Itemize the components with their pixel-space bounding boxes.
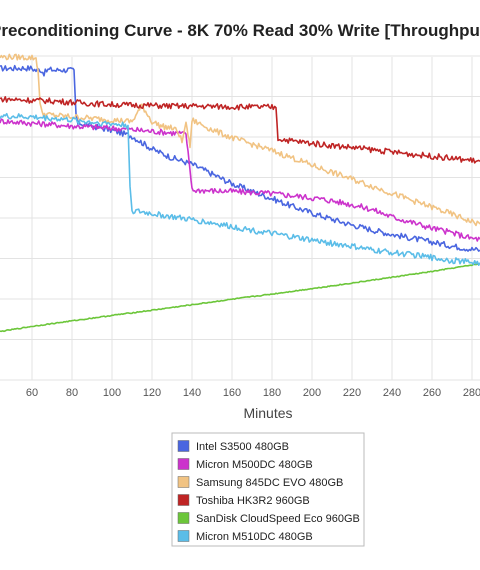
legend-swatch-3 bbox=[177, 494, 190, 506]
x-tick-label-4: 140 bbox=[183, 387, 201, 399]
x-tick-labels: 60 80 100 120 140 160 180 200 220 240 260 280 bbox=[26, 387, 480, 399]
series-line-4 bbox=[0, 262, 480, 333]
x-tick-label-1: 80 bbox=[66, 387, 78, 399]
legend-swatch-5 bbox=[177, 530, 190, 542]
x-tick-label-2: 100 bbox=[103, 387, 121, 399]
x-tick-label-11: 280 bbox=[463, 387, 480, 399]
legend-swatch-4 bbox=[177, 512, 190, 524]
series-lines bbox=[0, 53, 480, 333]
series-line-5 bbox=[0, 112, 480, 267]
legend-label-1: Micron M500DC 480GB bbox=[196, 459, 313, 471]
x-tick-label-6: 180 bbox=[263, 387, 281, 399]
x-tick-label-0: 60 bbox=[26, 387, 38, 399]
x-tick-label-7: 200 bbox=[303, 387, 321, 399]
series-line-2 bbox=[0, 53, 480, 227]
series-line-3 bbox=[0, 96, 480, 164]
series-line-1 bbox=[0, 118, 480, 242]
legend-label-3: Toshiba HK3R2 960GB bbox=[196, 495, 310, 507]
legend-swatch-2 bbox=[177, 476, 190, 488]
x-tick-label-3: 120 bbox=[143, 387, 161, 399]
legend-label-5: Micron M510DC 480GB bbox=[196, 531, 313, 543]
legend-swatch-0 bbox=[177, 440, 190, 452]
legend-swatch-1 bbox=[177, 458, 190, 470]
chart-title: Preconditioning Curve - 8K 70% Read 30% … bbox=[0, 21, 480, 40]
x-tick-label-8: 220 bbox=[343, 387, 361, 399]
legend-label-0: Intel S3500 480GB bbox=[196, 441, 289, 453]
x-tick-label-5: 160 bbox=[223, 387, 241, 399]
x-tick-label-9: 240 bbox=[383, 387, 401, 399]
x-tick-label-10: 260 bbox=[423, 387, 441, 399]
x-axis-title: Minutes bbox=[243, 405, 292, 421]
legend-label-4: SanDisk CloudSpeed Eco 960GB bbox=[196, 513, 360, 525]
legend-label-2: Samsung 845DC EVO 480GB bbox=[196, 477, 343, 489]
legend-box bbox=[171, 432, 365, 547]
legend: Intel S3500 480GB Micron M500DC 480GB Sams… bbox=[171, 432, 365, 547]
